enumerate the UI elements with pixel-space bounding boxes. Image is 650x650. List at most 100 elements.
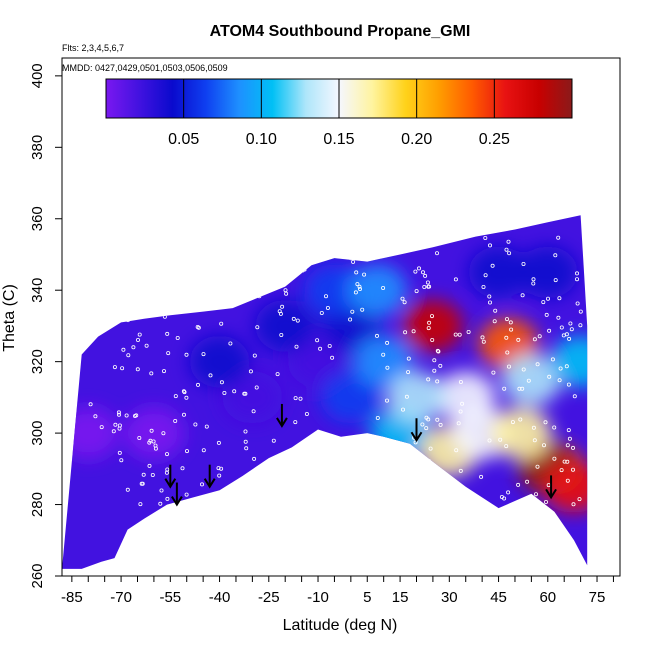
sample-point xyxy=(196,325,201,330)
sample-point xyxy=(216,466,221,471)
sample-point xyxy=(282,237,287,242)
x-tick-label: 5 xyxy=(363,589,371,606)
sample-point xyxy=(480,335,485,340)
sample-point xyxy=(506,239,511,244)
sample-point xyxy=(534,492,539,497)
sample-point xyxy=(95,283,100,288)
sample-point xyxy=(202,295,207,300)
sample-point xyxy=(552,456,557,461)
sample-point xyxy=(432,358,437,363)
sample-point xyxy=(517,386,522,391)
sample-point xyxy=(125,487,130,492)
sample-point xyxy=(399,236,404,241)
colorbar-tick-label: 0.15 xyxy=(323,131,354,148)
sample-point xyxy=(204,424,209,429)
sample-point xyxy=(117,426,122,431)
sample-point xyxy=(205,282,210,287)
y-tick-label: 340 xyxy=(29,278,46,303)
sample-point xyxy=(113,422,118,427)
sample-point xyxy=(150,472,155,477)
y-axis-label: Theta (C) xyxy=(1,284,18,352)
sample-point xyxy=(186,246,191,251)
sample-point xyxy=(348,317,353,322)
sample-point xyxy=(427,320,432,325)
sample-point xyxy=(483,235,488,240)
sample-point xyxy=(567,436,572,441)
sample-point xyxy=(349,468,354,473)
sample-point xyxy=(526,378,531,383)
sample-point xyxy=(306,502,311,507)
sample-point xyxy=(376,494,381,499)
sample-point xyxy=(315,338,320,343)
sample-point xyxy=(201,299,206,304)
sample-point xyxy=(400,296,405,301)
y-tick-label: 360 xyxy=(29,206,46,231)
sample-point xyxy=(567,336,572,341)
sample-point xyxy=(255,325,260,330)
sample-point xyxy=(302,267,307,272)
sample-point xyxy=(456,421,461,426)
sample-point xyxy=(351,250,356,255)
sample-point xyxy=(323,294,328,299)
sample-point xyxy=(381,352,386,357)
sample-point xyxy=(575,271,580,276)
sample-point xyxy=(279,332,284,337)
sample-point xyxy=(483,273,488,278)
flights-note: Flts: 2,3,4,5,6,7 xyxy=(62,43,124,53)
propane-field xyxy=(62,215,588,569)
sample-point xyxy=(569,327,574,332)
sample-point xyxy=(132,413,137,418)
sample-point xyxy=(425,242,430,247)
sample-point xyxy=(175,335,180,340)
sample-point xyxy=(293,396,298,401)
colorbar-tick-label: 0.25 xyxy=(479,131,510,148)
y-tick-label: 380 xyxy=(29,135,46,160)
sample-point xyxy=(275,372,280,377)
sample-point xyxy=(227,261,232,266)
sample-point xyxy=(181,389,186,394)
field-cell xyxy=(189,335,250,388)
sample-point xyxy=(350,309,355,314)
sample-point xyxy=(436,349,441,354)
sample-point xyxy=(217,499,222,504)
sample-point xyxy=(298,396,303,401)
sample-point xyxy=(112,365,117,370)
sample-point xyxy=(381,285,386,290)
sample-point xyxy=(453,332,458,337)
sample-point xyxy=(423,273,428,278)
sample-point xyxy=(426,377,431,382)
sample-point xyxy=(149,371,154,376)
sample-point xyxy=(481,339,486,344)
sample-point xyxy=(553,253,558,258)
sample-point xyxy=(134,271,139,276)
sample-point xyxy=(559,325,564,330)
sample-point xyxy=(250,236,255,241)
sample-point xyxy=(413,440,418,445)
sample-point xyxy=(159,488,164,493)
x-tick-label: -70 xyxy=(110,589,132,606)
sample-point xyxy=(413,269,418,274)
sample-point xyxy=(425,280,430,285)
sample-point xyxy=(562,459,567,464)
sample-point xyxy=(193,422,198,427)
sample-point xyxy=(324,498,329,503)
sample-point xyxy=(354,270,359,275)
sample-point xyxy=(374,490,379,495)
sample-point xyxy=(565,443,570,448)
sample-point xyxy=(164,452,169,457)
sample-point xyxy=(374,333,379,338)
sample-point xyxy=(566,382,571,387)
flight-arrow-head xyxy=(164,478,177,489)
sample-point xyxy=(547,328,552,333)
x-tick-label: 75 xyxy=(589,589,606,606)
y-tick-label: 320 xyxy=(29,349,46,374)
sample-point xyxy=(543,420,548,425)
sample-point xyxy=(149,428,154,433)
sample-point xyxy=(248,369,253,374)
sample-point xyxy=(306,456,311,461)
sample-point xyxy=(93,414,98,419)
sample-point xyxy=(406,493,411,498)
sample-point xyxy=(186,236,191,241)
sample-point xyxy=(293,420,298,425)
